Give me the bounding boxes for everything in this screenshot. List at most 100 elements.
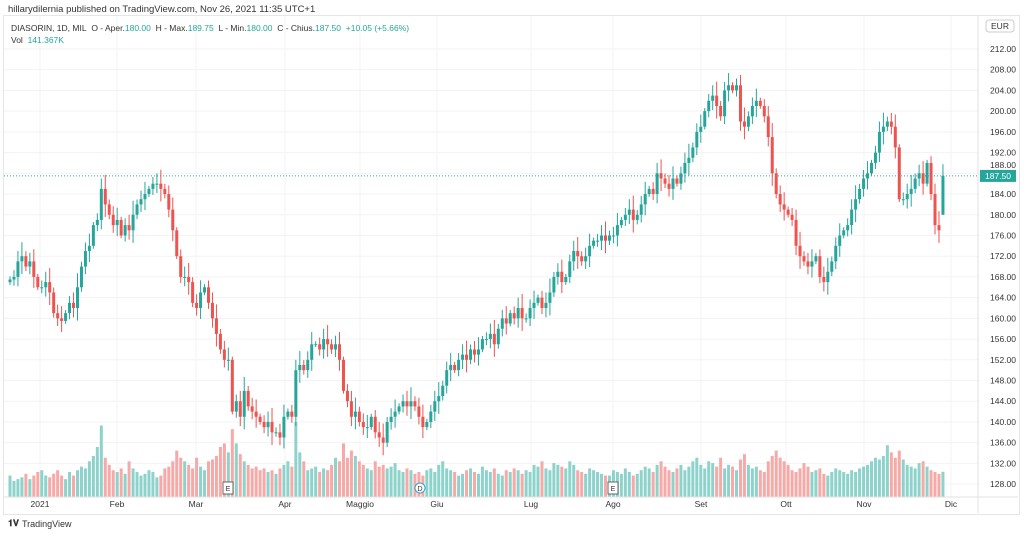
candle-body[interactable] — [731, 85, 735, 91]
candle-body[interactable] — [278, 432, 282, 438]
candle-body[interactable] — [484, 339, 488, 341]
candle-body[interactable] — [500, 318, 504, 329]
candle-body[interactable] — [675, 178, 679, 184]
candle-body[interactable] — [929, 162, 933, 195]
candle-body[interactable] — [330, 344, 334, 350]
candle-body[interactable] — [171, 209, 175, 231]
candle-body[interactable] — [151, 183, 155, 189]
candle-body[interactable] — [623, 214, 627, 220]
candle-body[interactable] — [298, 364, 302, 371]
candle-body[interactable] — [798, 245, 802, 257]
candle-body[interactable] — [353, 411, 357, 417]
candle-body[interactable] — [226, 359, 230, 361]
candle-body[interactable] — [885, 121, 889, 127]
candle-body[interactable] — [377, 432, 381, 438]
candle-body[interactable] — [119, 219, 123, 236]
candle-body[interactable] — [155, 183, 159, 185]
candle-body[interactable] — [207, 287, 210, 303]
candle-body[interactable] — [770, 137, 774, 174]
candle-body[interactable] — [373, 416, 377, 433]
candle-body[interactable] — [588, 245, 592, 257]
candle-body[interactable] — [639, 204, 643, 215]
candle-body[interactable] — [897, 147, 901, 200]
candle-body[interactable] — [179, 256, 183, 277]
candle-body[interactable] — [421, 416, 425, 428]
candle-body[interactable] — [381, 437, 385, 443]
candle-body[interactable] — [754, 100, 758, 106]
candle-body[interactable] — [230, 359, 234, 412]
candle-body[interactable] — [826, 271, 830, 283]
currency-badge[interactable] — [985, 19, 1015, 33]
candle-body[interactable] — [83, 251, 87, 267]
candle-body[interactable] — [782, 204, 786, 210]
candle-body[interactable] — [409, 401, 413, 407]
candle-body[interactable] — [913, 178, 917, 189]
candle-body[interactable] — [385, 421, 389, 443]
candle-body[interactable] — [314, 344, 318, 346]
candle-body[interactable] — [866, 173, 870, 179]
candle-body[interactable] — [175, 230, 179, 257]
candle-body[interactable] — [647, 188, 651, 195]
candle-body[interactable] — [925, 162, 929, 184]
candle-body[interactable] — [139, 199, 143, 205]
candle-body[interactable] — [461, 354, 465, 360]
candle-body[interactable] — [742, 121, 746, 127]
candle-body[interactable] — [87, 245, 91, 252]
candle-body[interactable] — [822, 276, 826, 283]
candle-body[interactable] — [496, 328, 500, 345]
candle-body[interactable] — [631, 209, 635, 220]
candle-body[interactable] — [774, 173, 778, 195]
candle-body[interactable] — [68, 302, 72, 314]
candle-body[interactable] — [40, 287, 44, 289]
candle-body[interactable] — [349, 401, 353, 417]
candle-body[interactable] — [818, 256, 822, 277]
candle-body[interactable] — [24, 256, 28, 267]
candle-body[interactable] — [846, 225, 850, 231]
candle-body[interactable] — [341, 359, 345, 391]
candle-body[interactable] — [441, 385, 445, 397]
candle-body[interactable] — [611, 235, 615, 237]
candle-body[interactable] — [548, 292, 552, 303]
candle-body[interactable] — [286, 411, 290, 417]
candle-body[interactable] — [830, 261, 834, 272]
candle-body[interactable] — [568, 261, 572, 277]
candle-body[interactable] — [20, 256, 24, 262]
candle-body[interactable] — [36, 276, 40, 288]
candle-body[interactable] — [187, 276, 191, 283]
candle-body[interactable] — [131, 214, 135, 231]
candle-body[interactable] — [921, 173, 925, 184]
candle-body[interactable] — [453, 364, 457, 371]
candle-body[interactable] — [842, 230, 846, 236]
candle-body[interactable] — [786, 209, 790, 215]
candle-body[interactable] — [218, 333, 222, 350]
candle-body[interactable] — [933, 194, 937, 226]
dividend-marker-icon[interactable] — [414, 482, 426, 494]
candle-body[interactable] — [429, 411, 433, 422]
candle-body[interactable] — [877, 131, 881, 153]
candle-body[interactable] — [64, 313, 68, 321]
candle-body[interactable] — [262, 421, 266, 428]
candle-body[interactable] — [417, 406, 421, 417]
candle-body[interactable] — [357, 411, 361, 422]
candle-body[interactable] — [310, 344, 314, 360]
candle-body[interactable] — [854, 199, 858, 210]
candle-body[interactable] — [393, 411, 397, 417]
candle-body[interactable] — [294, 370, 298, 417]
candle-body[interactable] — [746, 116, 750, 127]
candle-body[interactable] — [619, 219, 623, 226]
candle-body[interactable] — [222, 349, 226, 360]
candle-body[interactable] — [532, 302, 536, 308]
candle-body[interactable] — [873, 152, 877, 163]
candle-body[interactable] — [794, 219, 798, 246]
candle-body[interactable] — [334, 344, 338, 350]
candle-body[interactable] — [199, 292, 203, 308]
candle-body[interactable] — [103, 188, 107, 205]
candle-body[interactable] — [536, 297, 540, 303]
candle-body[interactable] — [302, 364, 306, 371]
candle-body[interactable] — [707, 100, 711, 112]
candle-body[interactable] — [338, 344, 342, 360]
candle-body[interactable] — [627, 209, 631, 215]
candle-body[interactable] — [99, 188, 103, 220]
candle-body[interactable] — [465, 354, 469, 360]
